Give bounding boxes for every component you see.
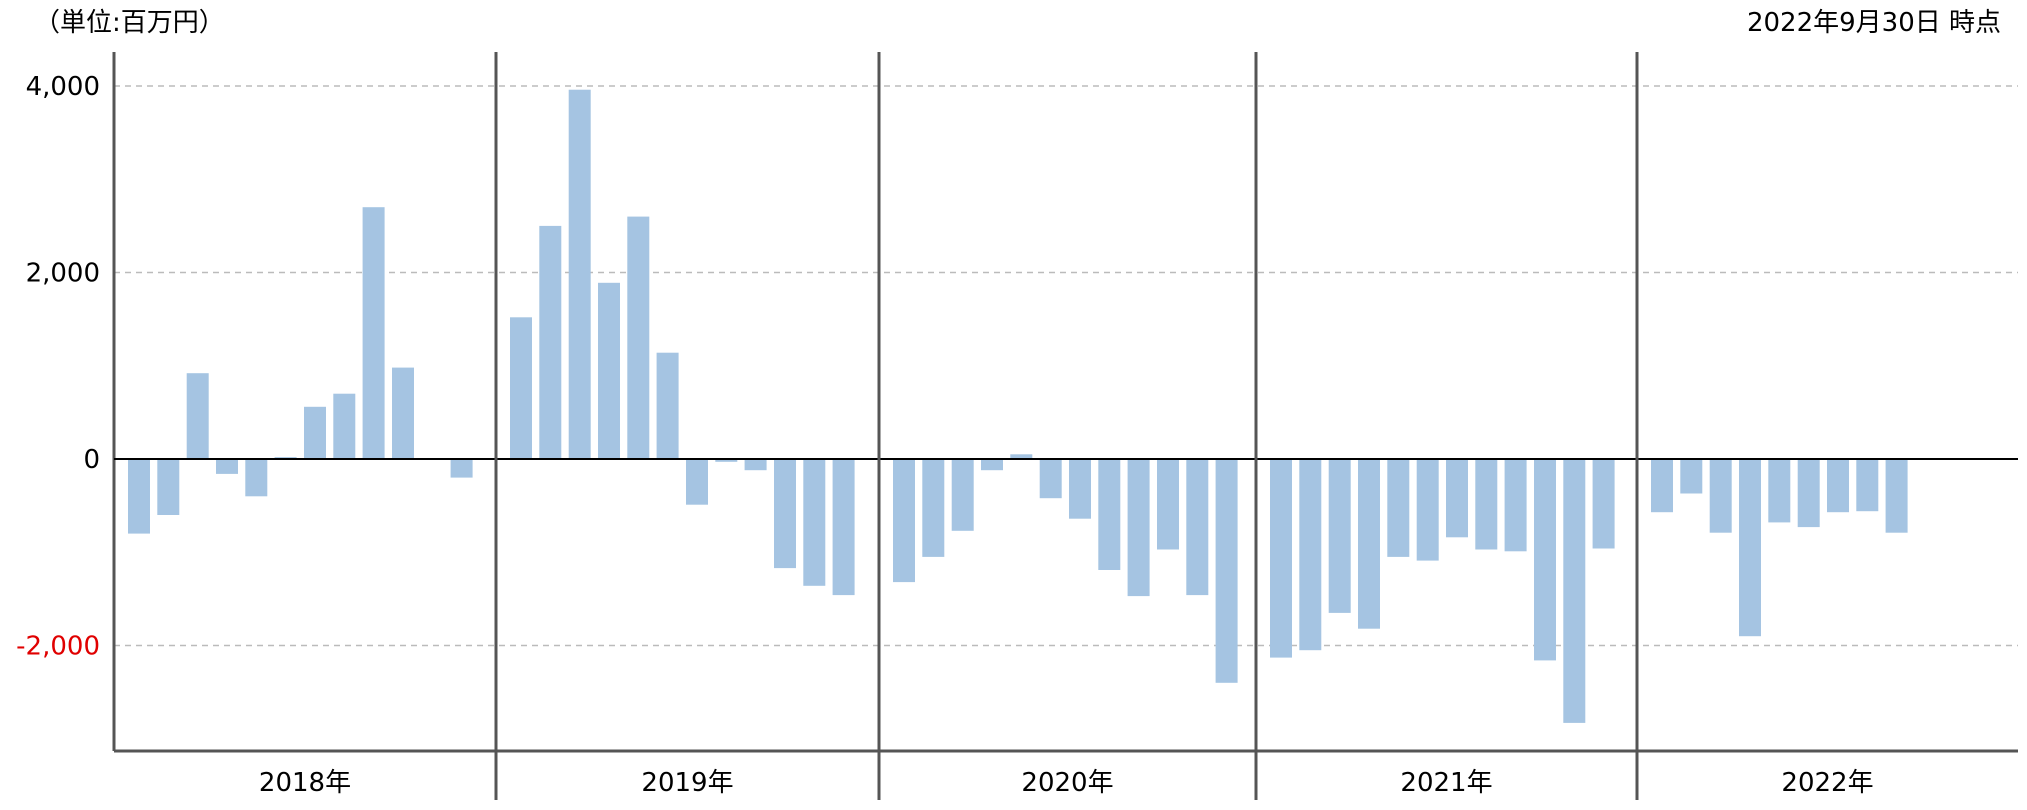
x-tick-label: 2021年 [1400,768,1492,798]
bar [1215,459,1238,683]
bar [1739,459,1761,637]
axes [112,52,2018,800]
bar [1827,459,1849,513]
bar [128,459,150,534]
bar [1039,459,1062,499]
bar [893,459,915,583]
bar [1299,459,1322,651]
bar [1534,459,1556,661]
bar [1010,454,1033,459]
x-tick-label: 2022年 [1781,768,1873,798]
bar [1358,459,1380,629]
bar [392,367,414,459]
bar [1504,459,1527,552]
bar [1592,459,1615,549]
bar [1416,459,1439,561]
bar [744,459,767,471]
bar [1709,459,1732,533]
bar [245,459,268,497]
bars [128,89,1908,723]
bar [539,225,562,459]
bar [686,459,708,505]
bar [362,207,385,459]
bar [1475,459,1498,550]
y-tick-label: -2,000 [16,632,100,662]
y-tick-label: 2,000 [26,259,100,289]
x-tick-label: 2018年 [259,768,351,798]
bar [568,89,591,459]
bar [186,373,209,459]
bar [922,459,945,557]
bar [450,459,473,478]
bar [1446,459,1468,538]
bar [1328,459,1351,613]
bar [304,406,326,459]
bar [1885,459,1908,533]
bar [1387,459,1410,557]
bar [627,216,650,459]
bar [715,459,738,462]
y-tick-label: 0 [83,445,100,475]
bar [1098,459,1121,570]
x-tick-label: 2019年 [641,768,733,798]
bar [1157,459,1179,550]
bar [774,459,796,569]
bar [1680,459,1703,494]
bar [157,459,180,515]
grid-lines [114,85,2018,647]
bar [1127,459,1150,597]
bar [656,352,679,459]
unit-label: （単位:百万円） [34,8,225,38]
bar [510,317,532,459]
bar [1651,459,1673,513]
x-tick-label: 2020年 [1021,768,1113,798]
tick-labels: 4,000 2,000 0 -2,000 2018年 2019年 2020年 2021年 202… [16,72,1873,798]
bar [832,459,855,596]
bar [333,393,356,459]
bar [1563,459,1586,723]
bar [981,459,1003,471]
bar [1186,459,1209,596]
y-tick-label: 4,000 [26,72,100,102]
bar [803,459,826,586]
bar [1797,459,1820,528]
bar [951,459,974,531]
bar [1768,459,1791,523]
bar [1069,459,1091,519]
bar [216,459,238,474]
bar [1270,459,1292,658]
bar [1856,459,1879,512]
bar [598,282,620,459]
as-of-date-label: 2022年9月30日 時点 [1746,8,2001,38]
